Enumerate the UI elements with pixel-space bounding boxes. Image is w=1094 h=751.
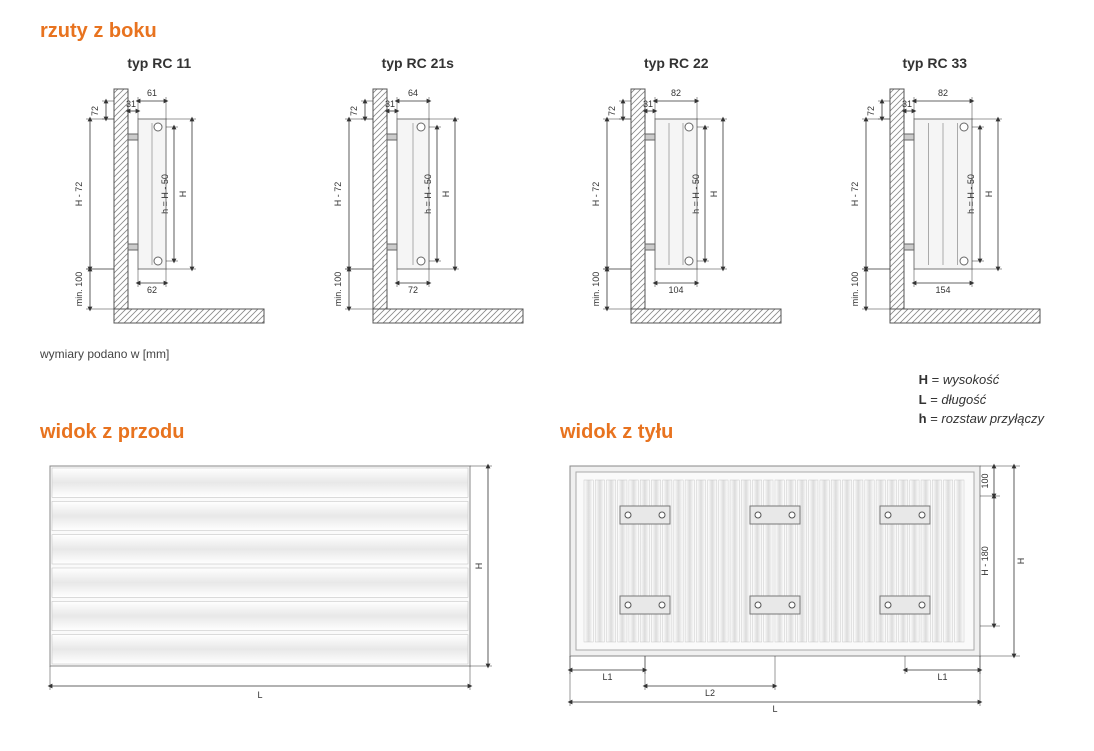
svg-text:L2: L2 (705, 688, 715, 698)
svg-text:H: H (178, 191, 188, 198)
svg-text:L1: L1 (602, 672, 612, 682)
svg-text:61: 61 (147, 88, 157, 98)
svg-text:72: 72 (866, 106, 876, 116)
svg-text:72: 72 (408, 285, 418, 295)
svg-text:min. 100: min. 100 (850, 272, 860, 307)
svg-text:H - 72: H - 72 (850, 182, 860, 207)
svg-text:H - 72: H - 72 (591, 182, 601, 207)
side-diagram: 64 31 72 H - 72 min. 100 h = H - 50 H 72 (303, 79, 533, 339)
svg-text:H - 72: H - 72 (74, 182, 84, 207)
legend-h: H = wysokość (919, 370, 1044, 390)
units-note: wymiary podano w [mm] (40, 347, 1054, 361)
type-label: typ RC 22 (644, 55, 709, 71)
svg-text:min. 100: min. 100 (74, 272, 84, 307)
side-diagram: 82 31 72 H - 72 min. 100 h = H - 50 H 104 (561, 79, 791, 339)
side-view-2: typ RC 22 82 31 72 H - 72 min. 100 h = H - 50 H… (557, 55, 796, 339)
svg-text:h = H - 50: h = H - 50 (966, 174, 976, 214)
svg-text:31: 31 (643, 99, 653, 109)
type-label: typ RC 11 (127, 55, 191, 71)
side-diagram: 61 31 72 H - 72 min. 100 h = H - 50 H 62 (44, 79, 274, 339)
side-view-3: typ RC 33 82 31 72 H - 72 min. 100 h = H - 50 H… (816, 55, 1055, 339)
type-label: typ RC 33 (902, 55, 967, 71)
svg-text:31: 31 (902, 99, 912, 109)
side-views-row: typ RC 11 61 31 72 H - 72 min. 100 h = H - 50 H… (40, 55, 1054, 339)
side-diagram: 82 31 72 H - 72 min. 100 h = H - 50 H 154 (820, 79, 1050, 339)
svg-text:L1: L1 (937, 672, 947, 682)
side-view-1: typ RC 21s 64 31 72 H - 72 min. 100 h = H - 50… (299, 55, 538, 339)
front-view-diagram: HL (40, 456, 520, 716)
svg-text:H - 72: H - 72 (333, 182, 343, 207)
back-view-col: widok z tyłu 100H - 180HL1L1L2L (560, 421, 1060, 726)
svg-text:104: 104 (669, 285, 684, 295)
svg-text:h = H - 50: h = H - 50 (160, 174, 170, 214)
svg-text:H: H (984, 191, 994, 198)
front-view-col: widok z przodu HL (40, 421, 520, 726)
svg-text:31: 31 (126, 99, 136, 109)
back-view-diagram: 100 H - 180 H L1 L1 L2 L (560, 456, 1060, 726)
svg-text:h = H - 50: h = H - 50 (691, 174, 701, 214)
svg-text:min. 100: min. 100 (333, 272, 343, 307)
svg-text:154: 154 (935, 285, 950, 295)
svg-text:H: H (1016, 558, 1026, 565)
svg-text:82: 82 (671, 88, 681, 98)
legend-hh: h = rozstaw przyłączy (919, 409, 1044, 429)
svg-text:h = H - 50: h = H - 50 (423, 174, 433, 214)
svg-text:82: 82 (938, 88, 948, 98)
svg-text:H: H (709, 191, 719, 198)
svg-text:64: 64 (408, 88, 418, 98)
section-title-front: widok z przodu (40, 421, 520, 444)
legend-l: L = długość (919, 390, 1044, 410)
svg-text:72: 72 (349, 106, 359, 116)
svg-text:H: H (441, 191, 451, 198)
svg-text:L: L (772, 704, 777, 714)
svg-text:100: 100 (980, 473, 990, 488)
svg-text:31: 31 (385, 99, 395, 109)
legend: H = wysokość L = długość h = rozstaw prz… (919, 370, 1044, 429)
svg-text:72: 72 (90, 106, 100, 116)
svg-text:min. 100: min. 100 (591, 272, 601, 307)
side-view-0: typ RC 11 61 31 72 H - 72 min. 100 h = H - 50 H… (40, 55, 279, 339)
svg-text:H: H (474, 563, 484, 570)
svg-text:L: L (257, 690, 262, 700)
section-title-side: rzuty z boku (40, 20, 1054, 43)
svg-text:62: 62 (147, 285, 157, 295)
type-label: typ RC 21s (382, 55, 454, 71)
bottom-row: widok z przodu HL widok z tyłu 100H - 18… (40, 421, 1054, 726)
svg-text:H - 180: H - 180 (980, 546, 990, 576)
svg-text:72: 72 (607, 106, 617, 116)
